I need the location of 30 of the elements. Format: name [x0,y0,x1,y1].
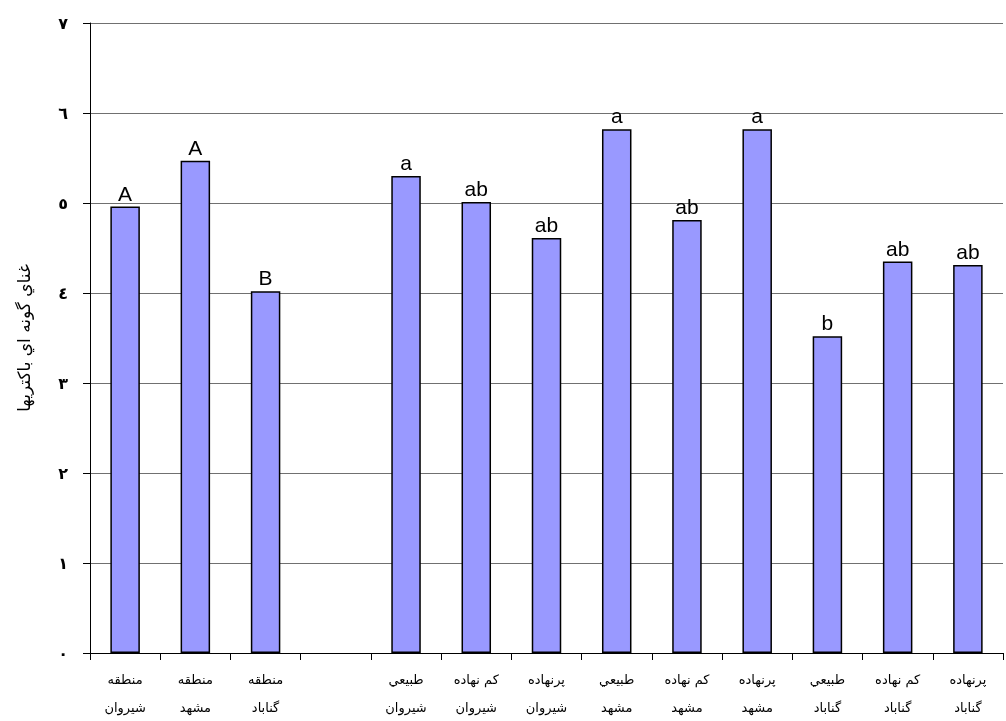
y-tick-label: ٥ [58,193,68,213]
x-tick-label: پرنهاده مشهد [738,671,777,716]
x-tick-label: منطقه مشهد [177,671,213,716]
data-label: ab [534,213,559,237]
data-label: b [821,311,834,335]
y-tick-label: ٧ [58,13,69,33]
data-label: ab [956,240,980,264]
y-tick-label: ١ [58,553,68,573]
x-tick-label: كم نهاده گناباد [875,671,922,715]
data-label: A [188,135,203,159]
x-tick-label: كم نهاده مشهد [664,671,711,716]
data-label: a [400,151,413,174]
data-label: ab [464,177,488,201]
y-tick-label: ٦ [58,103,69,123]
x-tick-label: طبيعي مشهد [599,671,635,716]
x-tick-label: طبيعي گناباد [809,671,846,715]
data-label: A [118,181,133,205]
x-tick-label: منطقه گناباد [248,671,284,715]
y-axis-title: غناي گونه اي باكتريها [13,264,35,412]
data-label: B [258,266,273,290]
x-tick-label: پرنهاده شيروان [525,671,568,716]
data-label: ab [885,236,910,260]
y-tick-label: ٣ [58,373,69,393]
x-tick-label: پرنهاده گناباد [949,671,987,715]
y-tick-label: ٠ [58,643,68,663]
x-tick-label: كم نهاده شيروان [453,671,500,716]
y-tick-label: ٤ [58,283,68,303]
x-tick-label: منطقه شيروان [104,671,146,716]
x-tick-label: طبيعي شيروان [385,671,427,716]
y-tick-label: ٢ [58,463,69,483]
